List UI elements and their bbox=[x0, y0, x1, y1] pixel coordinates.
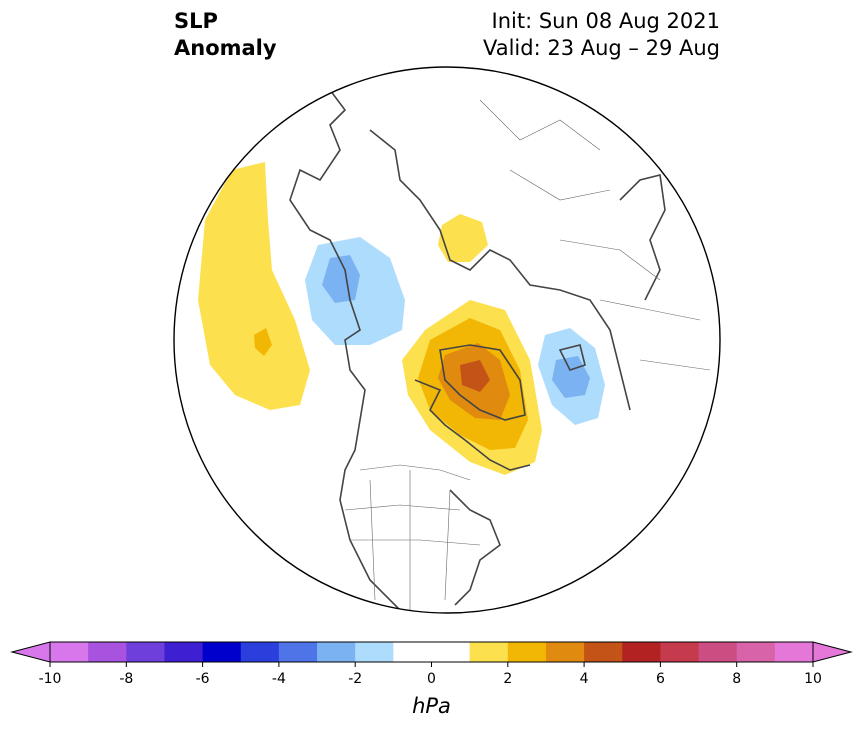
colorbar-cell bbox=[622, 642, 661, 662]
colorbar-tick-label: -10 bbox=[39, 671, 62, 687]
colorbar-cell bbox=[50, 642, 89, 662]
colorbar-tick-label: -2 bbox=[348, 671, 362, 687]
colorbar-cell bbox=[88, 642, 127, 662]
colorbar-tick-label: -6 bbox=[196, 671, 210, 687]
anomaly-high-west bbox=[198, 162, 310, 410]
coastlines bbox=[289, 89, 666, 611]
anomaly-high-arctic bbox=[438, 214, 488, 262]
colorbar-cell bbox=[469, 642, 509, 662]
colorbar-tick-label: 10 bbox=[804, 671, 822, 687]
colorbar-tick-label: -4 bbox=[272, 671, 286, 687]
colorbar-cell bbox=[126, 642, 165, 662]
colorbar-cell bbox=[545, 642, 585, 662]
colorbar-tick-label: 6 bbox=[656, 671, 665, 687]
colorbar-cell bbox=[507, 642, 547, 662]
colorbar-tick-label: 2 bbox=[503, 671, 512, 687]
colorbar-tick-label: 8 bbox=[732, 671, 741, 687]
colorbar-under-arrow bbox=[10, 641, 51, 663]
colorbar-cell bbox=[393, 642, 432, 662]
colorbar-cell bbox=[431, 642, 471, 662]
valid-range: Valid: 23 Aug – 29 Aug bbox=[482, 36, 720, 60]
forecast-info: Init: Sun 08 Aug 2021 Valid: 23 Aug – 29… bbox=[483, 8, 720, 62]
colorbar-cell bbox=[698, 642, 738, 662]
borders bbox=[344, 99, 711, 610]
title-line-2: Anomaly bbox=[174, 36, 277, 60]
colorbar: -10 -8 -6 -4 -2 0 2 4 6 8 10 bbox=[10, 641, 853, 687]
colorbar-cell bbox=[202, 642, 242, 662]
colorbar-tick-label: 4 bbox=[580, 671, 589, 687]
colorbar-cell bbox=[736, 642, 776, 662]
colorbar-cells bbox=[10, 641, 853, 663]
init-date: Init: Sun 08 Aug 2021 bbox=[491, 9, 720, 33]
colorbar-over-arrow bbox=[812, 641, 853, 663]
colorbar-cell bbox=[164, 642, 204, 662]
colorbar-tick-label: 0 bbox=[427, 671, 436, 687]
polar-map bbox=[173, 66, 721, 614]
colorbar-tick-label: -8 bbox=[119, 671, 133, 687]
colorbar-cell bbox=[278, 642, 318, 662]
colorbar-cell bbox=[317, 642, 356, 662]
anomaly-low-siberia-core bbox=[322, 255, 360, 303]
anomaly-fields bbox=[198, 162, 605, 475]
colorbar-cell bbox=[355, 642, 394, 662]
title-line-1: SLP bbox=[174, 9, 218, 33]
colorbar-cell bbox=[584, 642, 623, 662]
colorbar-cell bbox=[774, 642, 814, 662]
anomaly-high-greenland-l4 bbox=[460, 360, 490, 392]
colorbar-ticks: -10 -8 -6 -4 -2 0 2 4 6 8 10 bbox=[39, 662, 822, 687]
colorbar-unit: hPa bbox=[412, 694, 451, 718]
map-boundary bbox=[173, 66, 721, 614]
anomaly-high-west-core bbox=[254, 328, 272, 356]
colorbar-cell bbox=[660, 642, 700, 662]
chart-title: SLP Anomaly bbox=[174, 8, 277, 62]
colorbar-cell bbox=[240, 642, 280, 662]
